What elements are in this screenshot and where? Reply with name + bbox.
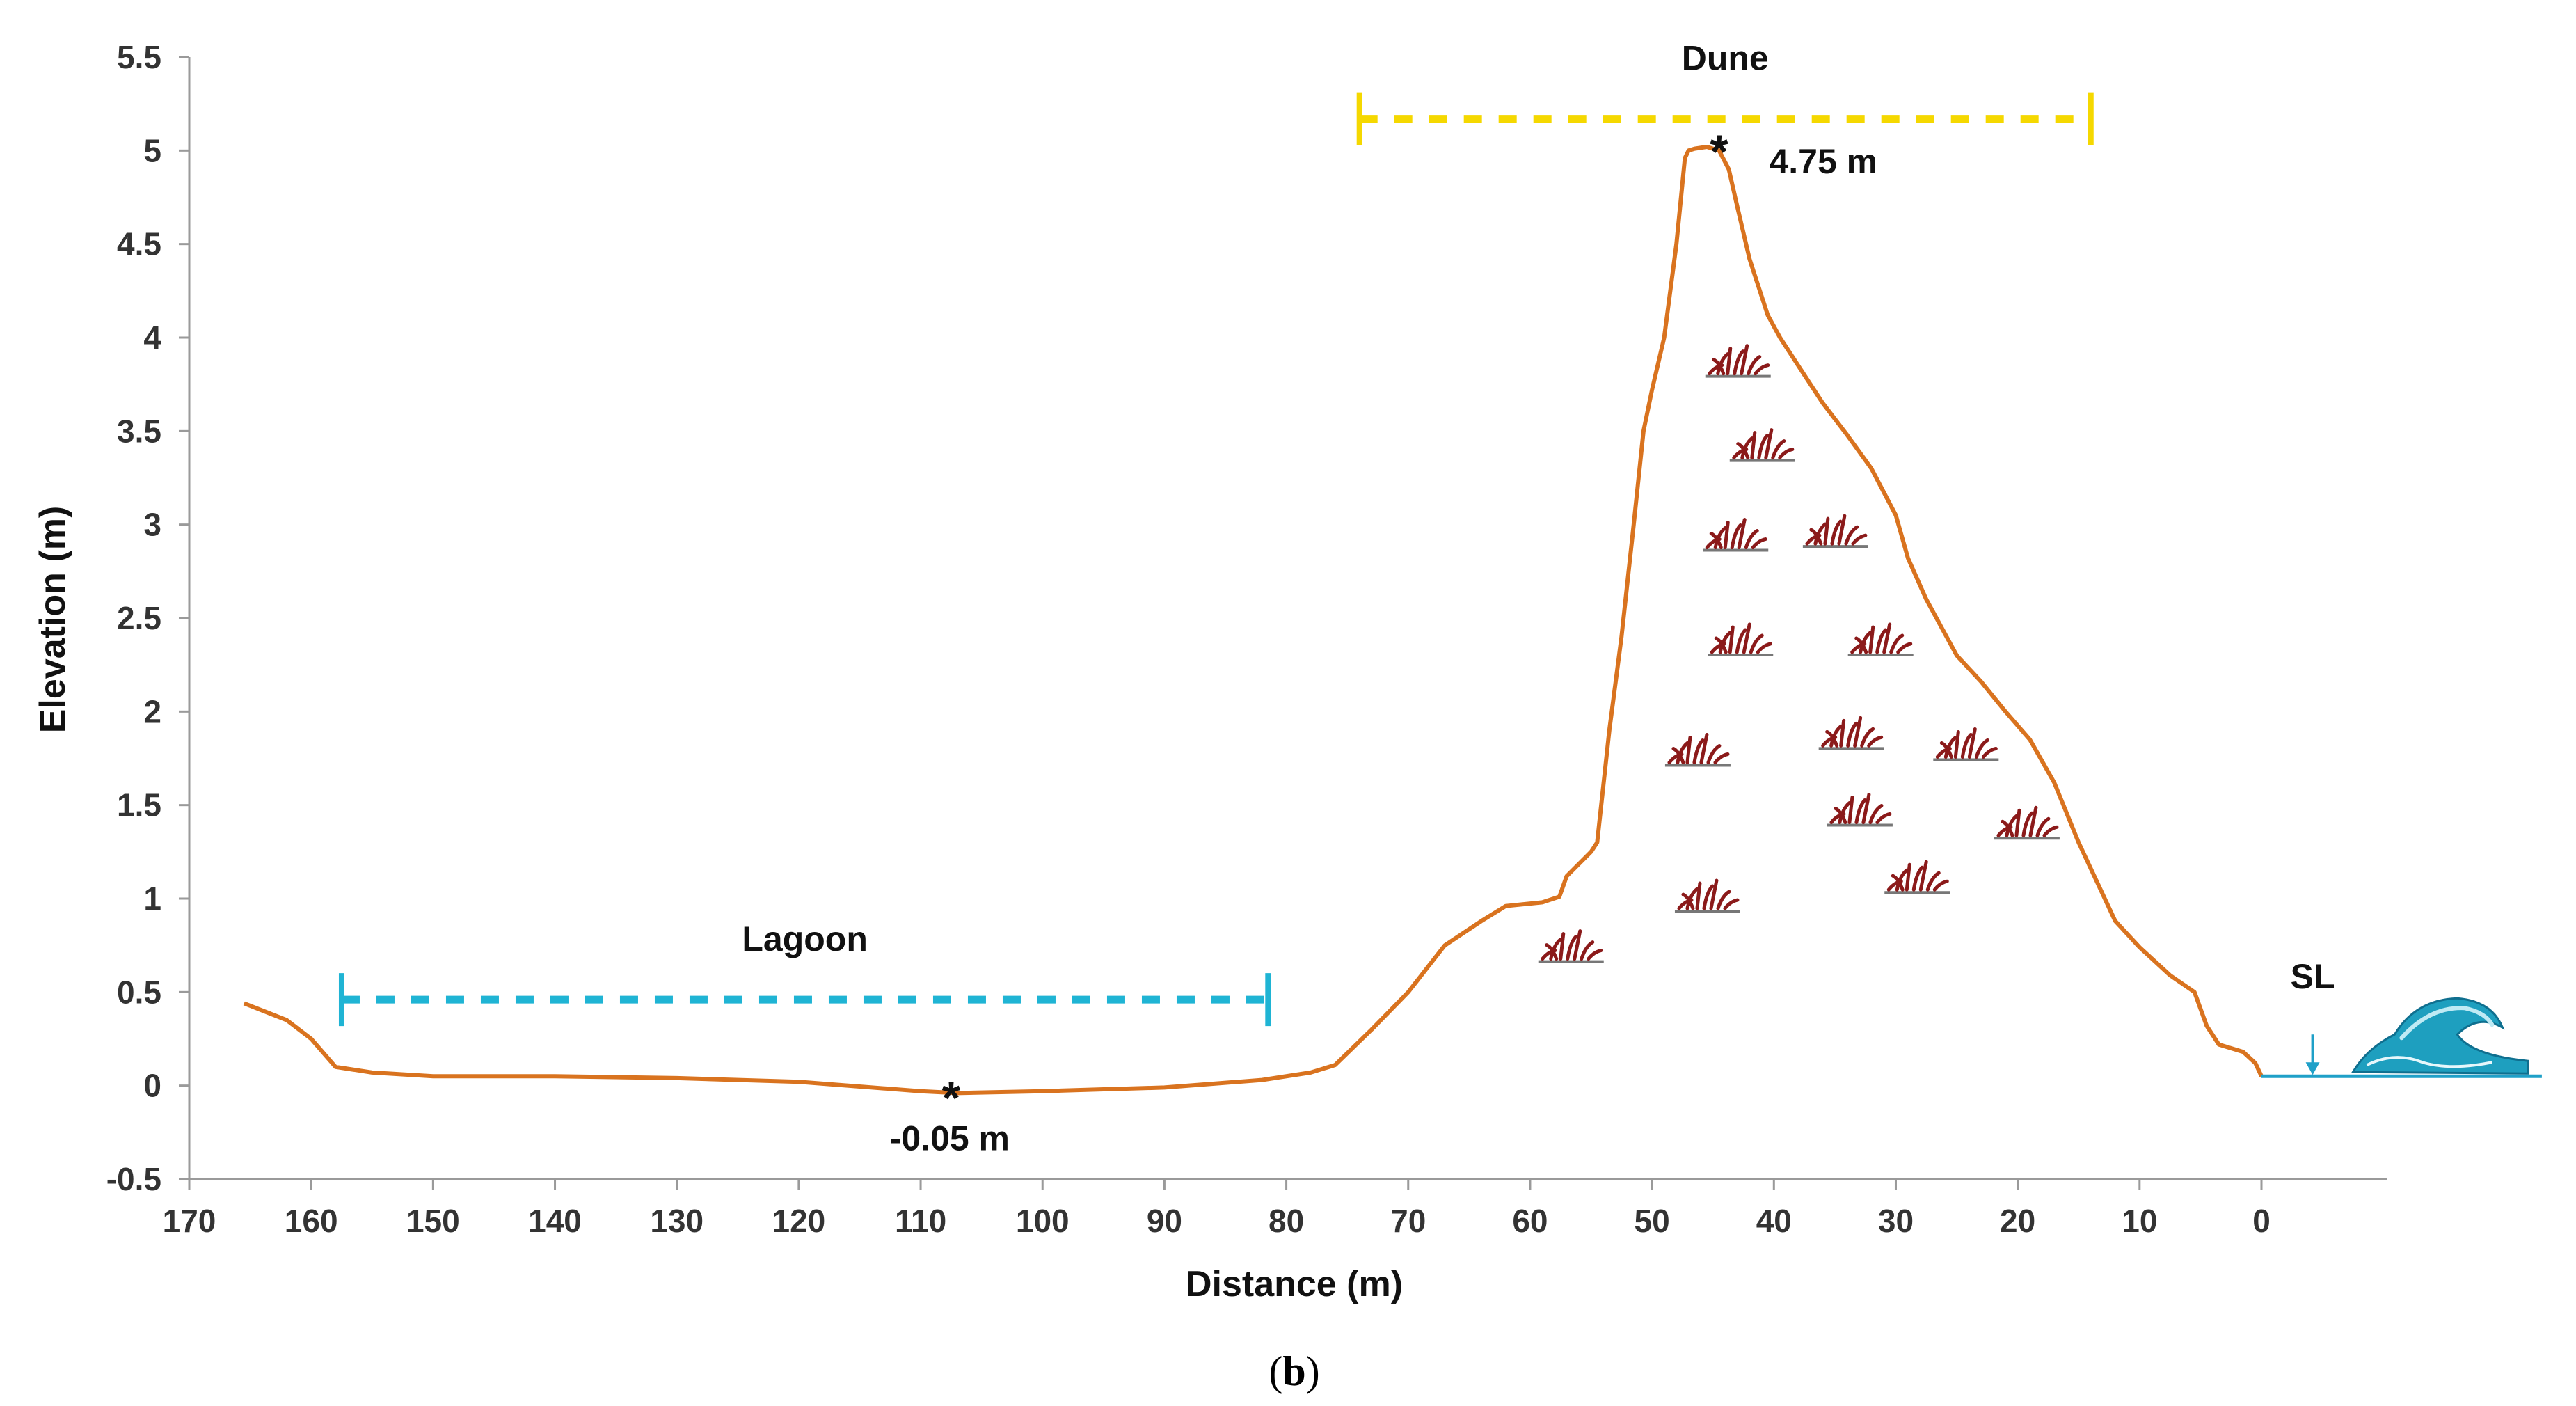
y-tick-label: 3	[143, 507, 161, 543]
grass-icon	[1703, 518, 1769, 552]
y-tick-label: 2	[143, 693, 161, 729]
x-tick-label: 0	[2252, 1203, 2271, 1239]
axes: 5.5 5 4.5 4 3.5 3 2.5 2 1.5 1 0.5 0 -0.5 170 160 150 14…	[106, 39, 2387, 1239]
grass-icon	[1818, 716, 1884, 750]
grass-blades	[1705, 518, 1767, 550]
grass-icon	[1729, 428, 1795, 462]
y-tick-label: -0.5	[106, 1161, 161, 1197]
grass-icon	[1933, 727, 1999, 761]
x-tick-label: 80	[1269, 1203, 1304, 1239]
grass-blades	[1710, 622, 1772, 654]
wave-ripple	[2366, 1056, 2492, 1068]
asterisk-icon: *	[942, 1071, 961, 1124]
grass-blades	[1667, 733, 1730, 764]
marker-label: -0.05 m	[890, 1119, 1010, 1158]
grass-blades	[1677, 878, 1740, 910]
x-tick-label: 150	[406, 1203, 460, 1239]
grass-icon	[1994, 805, 2060, 840]
grass-blades	[1935, 727, 1998, 759]
wave-icon	[2351, 997, 2529, 1075]
caption-open: (	[1269, 1348, 1282, 1394]
figure-caption: (b)	[1269, 1348, 1319, 1394]
grass-icon	[1708, 622, 1774, 656]
x-ticks: 170 160 150 140 130 120 110 100 90 80 70 60 50 40 30 20…	[163, 1179, 2271, 1239]
y-ticks: 5.5 5 4.5 4 3.5 3 2.5 2 1.5 1 0.5 0 -0.5	[106, 39, 189, 1197]
grass-icon	[1705, 344, 1771, 378]
x-tick-label: 50	[1635, 1203, 1670, 1239]
x-tick-label: 120	[772, 1203, 826, 1239]
x-tick-label: 110	[895, 1203, 946, 1239]
x-tick-label: 170	[163, 1203, 216, 1239]
grass-blades	[1805, 514, 1868, 546]
y-tick-label: 4	[143, 319, 161, 356]
grass-blades	[1708, 344, 1770, 376]
range-label: Lagoon	[742, 919, 868, 958]
x-tick-label: 30	[1878, 1203, 1914, 1239]
grass-icon	[1827, 792, 1893, 827]
caption-close: )	[1306, 1348, 1320, 1394]
sea-level-label: SL	[2291, 957, 2335, 996]
marker-label: 4.75 m	[1769, 142, 1877, 181]
x-tick-label: 20	[2000, 1203, 2035, 1239]
y-tick-label: 3.5	[117, 413, 161, 449]
arrow-head	[2305, 1062, 2320, 1075]
y-tick-label: 5.5	[117, 39, 161, 75]
grass-icon	[1674, 878, 1740, 913]
profile-line	[243, 145, 2264, 1096]
x-axis-title: Distance (m)	[1186, 1264, 1403, 1304]
grass-icon	[1884, 860, 1950, 894]
x-tick-label: 160	[285, 1203, 338, 1239]
caption-letter: b	[1282, 1348, 1305, 1394]
y-tick-label: 1	[143, 880, 161, 917]
x-tick-label: 60	[1512, 1203, 1548, 1239]
x-tick-label: 10	[2122, 1203, 2157, 1239]
y-tick-label: 2.5	[117, 600, 161, 636]
x-tick-label: 130	[650, 1203, 703, 1239]
range-label: Dune	[1682, 39, 1769, 78]
data-series	[243, 145, 2542, 1096]
grass-blades	[1821, 716, 1884, 748]
grass-icon	[1802, 514, 1868, 548]
grass-blades	[1541, 929, 1603, 961]
y-tick-label: 1.5	[117, 787, 161, 823]
y-axis-title: Elevation (m)	[33, 506, 73, 734]
grass-blades	[1829, 792, 1892, 824]
asterisk-icon: *	[1710, 125, 1728, 178]
grass-icon	[1538, 929, 1604, 963]
y-tick-label: 0.5	[117, 974, 161, 1010]
y-tick-label: 4.5	[117, 226, 161, 262]
marker-annotation: *-0.05 m	[890, 1071, 1010, 1158]
x-tick-label: 70	[1390, 1203, 1426, 1239]
x-tick-label: 90	[1147, 1203, 1182, 1239]
range-brackets: Dune Lagoon	[338, 39, 2094, 1027]
marker-annotations: * 4.75 m*-0.05 m	[890, 125, 1877, 1158]
wave-foam	[2399, 1006, 2495, 1041]
grass-blades	[1996, 805, 2059, 837]
grass-blades	[1886, 860, 1949, 892]
y-tick-label: 5	[143, 132, 161, 168]
vegetation-symbols	[1538, 344, 2060, 963]
grass-blades	[1850, 622, 1913, 654]
grass-blades	[1732, 428, 1795, 460]
sea-level-group: SL	[2291, 957, 2529, 1075]
x-tick-label: 100	[1016, 1203, 1070, 1239]
x-tick-label: 40	[1756, 1203, 1792, 1239]
sea-level-arrow-icon	[2305, 1034, 2320, 1075]
grass-icon	[1847, 622, 1914, 656]
x-tick-label: 140	[528, 1203, 582, 1239]
range-lagoon: Lagoon	[338, 919, 1271, 1027]
marker-annotation: * 4.75 m	[1710, 125, 1877, 181]
range-dune: Dune	[1356, 39, 2094, 145]
y-tick-label: 0	[143, 1068, 161, 1104]
grass-icon	[1664, 733, 1731, 767]
